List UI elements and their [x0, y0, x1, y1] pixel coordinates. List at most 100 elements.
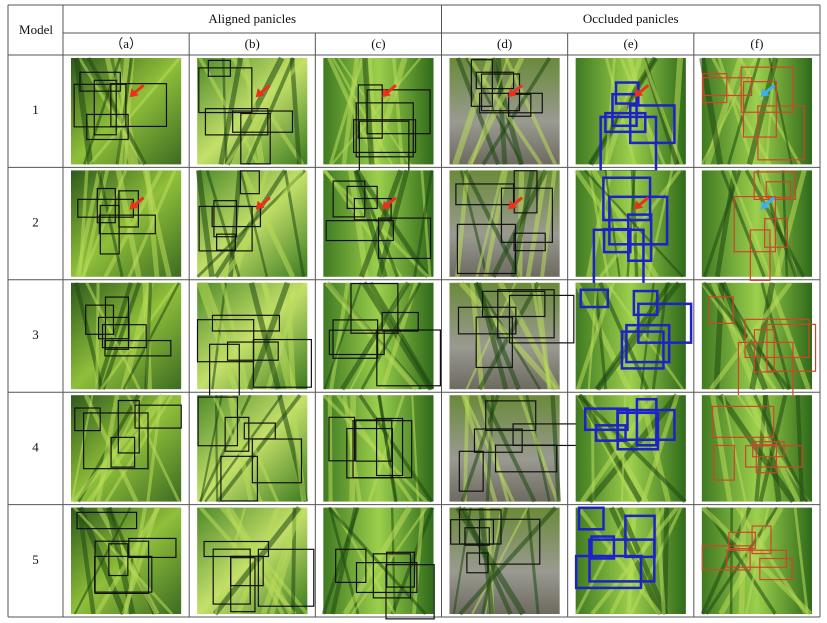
detection-box — [450, 519, 495, 545]
leaf — [289, 57, 302, 165]
detection-box — [513, 170, 538, 214]
model-header: Model — [19, 22, 53, 37]
detection-box — [240, 112, 271, 165]
detection-box — [346, 185, 378, 210]
detection-box — [74, 407, 101, 432]
leaf — [463, 169, 522, 278]
detection-box — [624, 514, 656, 559]
leaf — [81, 169, 128, 278]
panicle-image — [322, 394, 434, 503]
detection-box — [353, 197, 392, 221]
leaf — [327, 506, 427, 616]
detection-box — [508, 294, 575, 344]
leaf — [420, 170, 432, 277]
leaf — [330, 507, 359, 615]
detection-box — [110, 83, 168, 128]
detection-box — [98, 214, 156, 235]
detection-box — [701, 545, 751, 571]
leaf — [88, 57, 181, 166]
panicle-image — [321, 506, 435, 620]
leaf — [331, 57, 394, 165]
leaf — [220, 282, 250, 390]
leaf — [574, 506, 633, 615]
detection-box — [216, 233, 236, 251]
panicle-image — [71, 169, 182, 278]
leaf — [480, 507, 509, 615]
detection-box — [335, 548, 367, 583]
leaf — [377, 394, 398, 502]
detection-box — [457, 306, 517, 335]
detection-box — [745, 445, 803, 468]
leaf — [604, 170, 621, 277]
detection-box — [733, 195, 777, 253]
detection-box — [328, 416, 356, 462]
leaf — [781, 170, 789, 277]
leaf — [104, 57, 134, 165]
detection-box — [608, 195, 669, 246]
detection-box — [213, 200, 238, 238]
leaf — [82, 57, 122, 165]
leaf — [115, 169, 142, 278]
leaf — [655, 507, 666, 615]
detection-box — [627, 213, 653, 262]
leaf — [122, 282, 180, 390]
leaf — [353, 169, 388, 278]
leaf — [212, 394, 263, 503]
detection-box — [76, 511, 138, 530]
panicle-image — [195, 168, 308, 279]
detection-box — [232, 110, 294, 133]
detection-box — [713, 444, 735, 481]
leaf — [728, 169, 772, 278]
detection-box — [372, 553, 412, 599]
leaf — [604, 57, 616, 165]
leaf — [390, 507, 396, 615]
detection-box — [134, 404, 182, 429]
panicle-image — [574, 281, 693, 391]
leaf — [411, 507, 425, 615]
leaf — [195, 170, 215, 278]
leaf — [518, 394, 559, 503]
leaf — [455, 170, 470, 278]
leaf — [452, 57, 493, 166]
panicle-image — [71, 282, 182, 390]
panicle-image — [323, 57, 434, 173]
leaf — [358, 394, 434, 503]
detection-box — [711, 405, 775, 438]
leaf — [216, 394, 302, 503]
panicle-image — [574, 506, 686, 616]
detection-box — [740, 66, 794, 113]
leaf — [199, 395, 223, 502]
leaf — [746, 57, 779, 166]
leaf — [260, 506, 304, 615]
leaf — [212, 505, 302, 616]
arrow-head — [634, 200, 644, 210]
detection-box — [635, 397, 658, 447]
detection-box — [752, 441, 785, 458]
leaf — [460, 394, 500, 503]
leaf — [478, 507, 495, 615]
leaf — [754, 395, 768, 502]
detection-box — [616, 408, 676, 442]
detection-box — [744, 318, 810, 359]
panicle-image — [700, 281, 817, 400]
leaf — [758, 169, 782, 278]
leaf — [720, 169, 766, 278]
group-label: Occluded panicles — [583, 11, 679, 26]
detection-box — [328, 329, 385, 356]
detection-box — [632, 289, 659, 317]
detection-box — [611, 92, 638, 128]
detection-box — [604, 111, 647, 134]
detection-box — [475, 71, 515, 90]
leaf — [285, 282, 296, 390]
panicle-image — [701, 169, 812, 281]
detection-box — [257, 548, 315, 607]
leaf — [95, 282, 100, 390]
leaf — [793, 507, 809, 615]
detection-box — [197, 396, 239, 447]
leaf — [574, 281, 632, 391]
detection-box — [759, 557, 793, 581]
leaf — [471, 507, 529, 615]
row-label: 1 — [32, 102, 39, 117]
detection-box — [757, 105, 805, 161]
